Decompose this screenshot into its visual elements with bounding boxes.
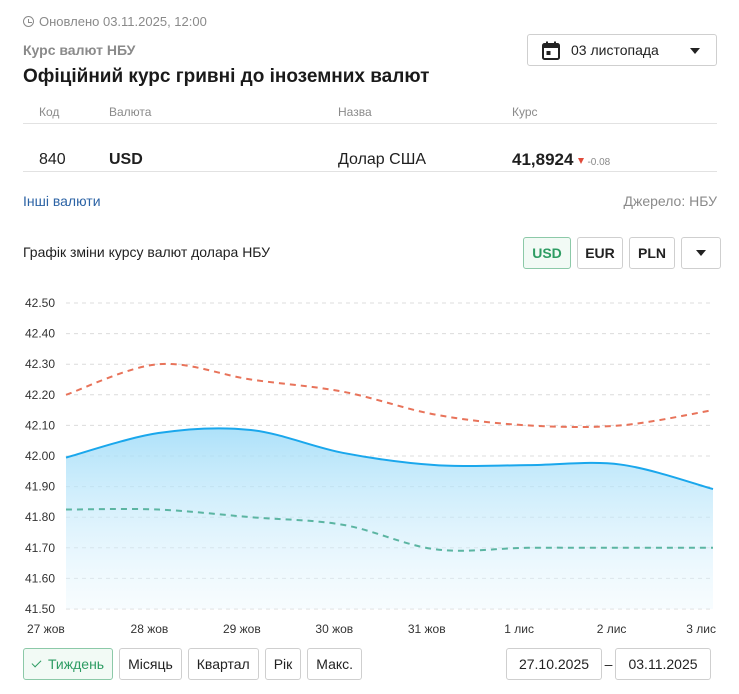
upper-bound-line [65,362,714,429]
y-tick-label: 42.50 [25,296,55,310]
source-label: Джерело: НБУ [623,193,717,209]
chart-title: Графік зміни курсу валют долара НБУ [23,244,271,260]
currency-name: Долар США [338,151,427,168]
range-separator: – [604,656,613,672]
date-from-input[interactable] [506,648,602,680]
currency-tab-eur[interactable]: EUR [577,237,623,269]
date-range: – [506,648,711,680]
rate-cell: 41,8924 -0.08 [512,150,610,170]
period-tab-week-label: Тиждень [48,656,105,672]
rate-delta: -0.08 [587,157,611,168]
rate-area [66,428,713,609]
y-tick-label: 42.30 [25,357,55,371]
date-select-value: 03 листопада [571,42,659,58]
page-title: Офіційний курс гривні до іноземних валют [23,66,430,87]
x-tick-label: 31 жов [408,622,446,636]
currency-tabs: USD EUR PLN [523,237,721,269]
currency-symbol: USD [109,151,143,168]
y-tick-label: 42.10 [25,418,55,432]
date-select[interactable]: 03 листопада [527,34,717,66]
y-tick-label: 41.90 [25,480,55,494]
main-rate-line [65,427,714,491]
x-tick-label: 30 жов [315,622,353,636]
date-to-input[interactable] [615,648,711,680]
check-icon [31,657,42,668]
column-header-name: Назва [338,105,372,119]
other-currencies-link[interactable]: Інші валюти [23,193,101,209]
x-tick-label: 29 жов [223,622,261,636]
rates-table: Код Валюта Назва Курс 840 USD Долар США … [23,103,717,172]
period-tab-week[interactable]: Тиждень [23,648,114,680]
column-header-currency: Валюта [109,105,152,119]
more-currencies-button[interactable] [681,237,721,269]
y-tick-label: 42.00 [25,449,55,463]
currency-code: 840 [39,151,66,168]
table-row: 840 USD Долар США 41,8924 -0.08 [23,124,717,172]
chevron-down-icon [696,250,706,256]
column-header-rate: Курс [512,105,538,119]
rate-chart: 42.50 42.40 42.30 42.20 42.10 42.00 41.90 41.80… [25,296,716,636]
x-tick-label: 1 лис [504,622,534,636]
period-tab-quarter[interactable]: Квартал [187,648,259,680]
page-subtitle: Курс валют НБУ [23,42,136,58]
rate-value: 41,8924 [512,150,574,169]
y-tick-label: 42.40 [25,327,55,341]
x-tick-label: 28 жов [131,622,169,636]
lower-bound-line [65,507,713,552]
y-tick-label: 41.50 [25,602,55,616]
x-tick-label: 3 лис [686,622,716,636]
x-tick-label: 27 жов [27,622,65,636]
updated-info: Оновлено 03.11.2025, 12:00 [23,14,207,29]
period-tab-month[interactable]: Місяць [119,648,182,680]
currency-tab-usd[interactable]: USD [523,237,571,269]
y-tick-label: 41.80 [25,510,55,524]
clock-icon [23,16,34,27]
chevron-down-icon [690,48,700,54]
updated-text: Оновлено 03.11.2025, 12:00 [39,14,207,29]
x-tick-label: 2 лис [597,622,627,636]
y-tick-label: 41.70 [25,541,55,555]
column-header-code: Код [39,105,60,119]
calendar-icon [542,41,560,60]
y-tick-label: 41.60 [25,571,55,585]
y-tick-label: 42.20 [25,388,55,402]
period-tab-max[interactable]: Макс. [307,648,363,680]
table-header: Код Валюта Назва Курс [23,103,717,124]
period-tabs: Тиждень Місяць Квартал Рік Макс. [23,648,363,680]
period-tab-year[interactable]: Рік [264,648,302,680]
currency-tab-pln[interactable]: PLN [629,237,675,269]
arrow-down-icon [578,158,585,164]
